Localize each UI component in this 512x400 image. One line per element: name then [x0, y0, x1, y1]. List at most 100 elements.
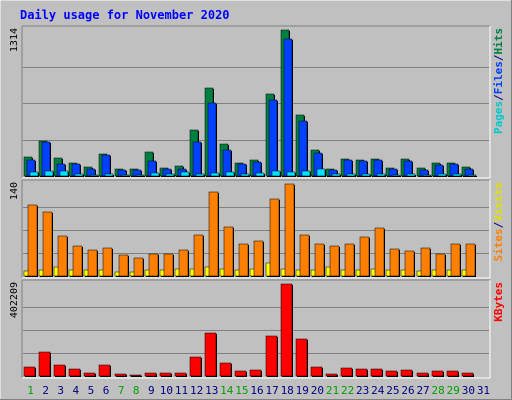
- bar-sites-day-30: [465, 243, 476, 277]
- y-axis-max-label: 140: [9, 182, 20, 200]
- bar-sites-day-13: [208, 191, 219, 277]
- bar-files-day-19: [298, 120, 308, 177]
- legend-entry: /: [492, 54, 505, 61]
- bar-sites-day-12: [193, 234, 204, 277]
- bar-pages-day-21: [331, 173, 341, 177]
- bar-sites-day-17: [269, 198, 280, 277]
- x-tick-day-4: 4: [73, 384, 80, 397]
- legend-entry: Files: [492, 61, 505, 94]
- x-tick-day-15: 15: [235, 384, 248, 397]
- x-tick-day-21: 21: [326, 384, 339, 397]
- bar-sites-day-29: [450, 243, 461, 277]
- bar-kbytes-day-25: [385, 370, 398, 377]
- bar-pages-day-2: [44, 170, 54, 177]
- bar-pages-day-23: [361, 173, 371, 177]
- bar-sites-day-18: [284, 183, 295, 277]
- bar-pages-day-24: [376, 173, 386, 177]
- bar-files-day-13: [207, 102, 217, 177]
- bar-kbytes-day-21: [325, 373, 338, 377]
- x-tick-day-14: 14: [220, 384, 234, 397]
- bar-pages-day-12: [195, 173, 205, 177]
- bar-sites-day-9: [148, 253, 159, 277]
- bar-kbytes-day-30: [461, 372, 474, 377]
- bar-sites-day-10: [163, 253, 174, 277]
- x-tick-day-24: 24: [371, 384, 385, 397]
- bar-pages-day-15: [240, 173, 250, 177]
- bar-pages-day-14: [225, 171, 235, 177]
- bar-pages-day-28: [437, 173, 447, 177]
- bar-shadow: [424, 176, 432, 177]
- bar-kbytes-day-6: [98, 364, 111, 377]
- bar-kbytes-day-24: [370, 368, 383, 377]
- x-tick-day-18: 18: [281, 384, 294, 397]
- bar-pages-day-25: [391, 174, 401, 177]
- bar-sites-day-26: [404, 250, 415, 277]
- x-tick-day-31: 31: [477, 384, 490, 397]
- x-tick-day-19: 19: [296, 384, 309, 397]
- panel-visits-sites: 140 Sites/Visits: [9, 179, 505, 279]
- bar-sites-day-24: [374, 227, 385, 277]
- bar-pages-day-20: [316, 168, 326, 177]
- bar-sites-day-20: [314, 243, 325, 277]
- bar-sites-day-7: [118, 254, 129, 277]
- x-tick-day-20: 20: [311, 384, 324, 397]
- bar-files-day-6: [101, 154, 111, 177]
- bar-kbytes-day-13: [204, 332, 217, 377]
- x-tick-day-2: 2: [42, 384, 49, 397]
- x-tick-day-11: 11: [175, 384, 188, 397]
- x-tick-day-26: 26: [401, 384, 414, 397]
- panel-legend: Sites/Visits: [492, 182, 505, 262]
- bar-sites-day-3: [57, 235, 68, 277]
- bar-files-day-24: [373, 159, 383, 177]
- bar-sites-day-16: [253, 240, 264, 277]
- bar-sites-day-11: [178, 249, 189, 277]
- bar-kbytes-day-9: [144, 372, 157, 377]
- x-tick-day-25: 25: [386, 384, 399, 397]
- panel-legend: Pages/Files/Hits: [492, 28, 505, 134]
- bar-pages-day-10: [165, 173, 175, 177]
- bar-sites-day-8: [133, 257, 144, 277]
- legend-entry: Pages: [492, 101, 505, 134]
- bar-sites-day-5: [87, 249, 98, 277]
- bar-shadow: [122, 176, 130, 177]
- x-tick-day-10: 10: [160, 384, 173, 397]
- x-tick-day-30: 30: [462, 384, 475, 397]
- bar-sites-day-14: [223, 226, 234, 277]
- bar-pages-day-17: [271, 170, 281, 177]
- bar-pages-day-11: [180, 171, 190, 177]
- bar-pages-day-5: [89, 174, 99, 177]
- bar-kbytes-day-29: [446, 370, 459, 377]
- bar-kbytes-day-3: [53, 364, 66, 377]
- bar-pages-day-4: [74, 173, 84, 177]
- bar-files-day-12: [192, 141, 202, 177]
- legend-entry: /: [492, 94, 505, 101]
- bar-files-day-17: [268, 99, 278, 177]
- chart-title: Daily usage for November 2020: [20, 8, 230, 22]
- bar-kbytes-day-10: [159, 372, 172, 377]
- bar-pages-day-7: [120, 174, 130, 177]
- bar-kbytes-day-19: [295, 338, 308, 377]
- bar-pages-day-8: [135, 174, 145, 177]
- bar-sites-day-23: [359, 236, 370, 277]
- bar-sites-day-19: [299, 234, 310, 277]
- x-tick-day-1: 1: [27, 384, 34, 397]
- x-tick-day-22: 22: [341, 384, 354, 397]
- bar-kbytes-day-17: [265, 335, 278, 377]
- bar-kbytes-day-5: [83, 372, 96, 377]
- bar-pages-day-30: [467, 174, 477, 177]
- x-tick-day-5: 5: [88, 384, 95, 397]
- x-tick-day-17: 17: [265, 384, 278, 397]
- x-axis-day-labels: 1 2 3 4 5 6 7 8 9 10 11 12 13 14 15 16 17 18 19 20 21 22 23 24 2…: [27, 384, 490, 397]
- bar-files-day-22: [343, 159, 353, 177]
- x-tick-day-16: 16: [250, 384, 263, 397]
- panel-kbytes: 402209 KBytes: [9, 279, 505, 379]
- bar-sites-day-22: [344, 243, 355, 277]
- bar-kbytes-day-20: [310, 366, 323, 377]
- bar-shadow: [137, 176, 145, 177]
- bar-kbytes-day-7: [114, 373, 127, 377]
- bar-kbytes-day-27: [416, 372, 429, 377]
- bar-kbytes-day-8: [129, 374, 142, 377]
